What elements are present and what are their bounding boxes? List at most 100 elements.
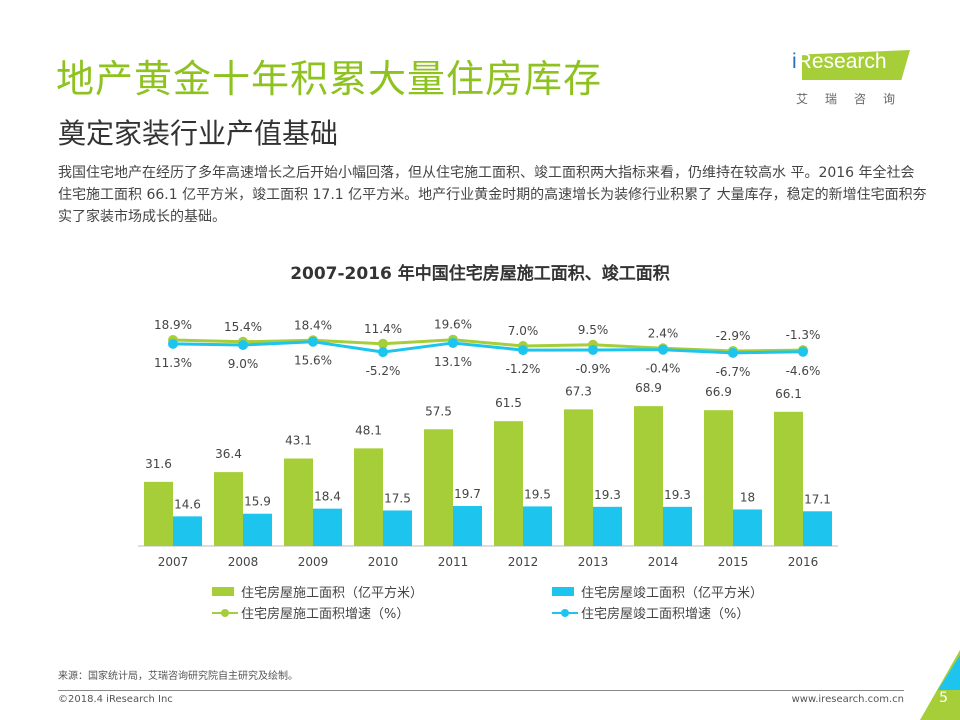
legend-swatch — [552, 587, 574, 596]
bar-value-label: 36.4 — [215, 447, 242, 461]
description: 我国住宅地产在经历了多年高速增长之后开始小幅回落，但从住宅施工面积、竣工面积两大… — [58, 165, 927, 225]
legend-swatch — [212, 587, 234, 596]
line-point — [378, 338, 388, 349]
legend-label: 住宅房屋施工面积（亿平方米） — [241, 585, 423, 601]
line-value-label: 18.4% — [294, 318, 332, 332]
x-tick-label: 2008 — [228, 555, 259, 569]
x-tick-label: 2016 — [788, 555, 819, 569]
bar-completion — [243, 513, 272, 546]
bar-value-label: 66.9 — [705, 385, 732, 399]
corner-decoration — [920, 650, 960, 720]
line-value-label: 7.0% — [508, 324, 539, 338]
line-value-label: 13.1% — [434, 355, 472, 369]
page-number: 5 — [939, 690, 948, 706]
line-value-label: -0.4% — [646, 362, 681, 376]
bar-completion — [383, 510, 412, 546]
line-value-label: 9.0% — [228, 357, 259, 371]
legend-label: 住宅房屋竣工面积（亿平方米） — [581, 585, 763, 601]
line-value-label: 9.5% — [578, 323, 609, 337]
x-tick-label: 2010 — [368, 555, 399, 569]
bar-completion — [523, 506, 552, 546]
line-point — [588, 344, 598, 355]
bar-value-label: 67.3 — [565, 384, 592, 398]
bar-value-label: 17.5 — [384, 491, 411, 505]
bar-completion — [593, 506, 622, 546]
source-note: 来源：国家统计局，艾瑞咨询研究院自主研究及绘制。 — [58, 671, 298, 682]
bar-construction — [214, 472, 243, 546]
bar-construction — [144, 481, 173, 546]
line-point — [448, 337, 458, 348]
bar-value-label: 17.1 — [804, 492, 831, 506]
bar-value-label: 19.3 — [594, 488, 621, 502]
bar-construction — [494, 421, 523, 546]
line-construction-growth — [172, 338, 804, 353]
legend-marker — [561, 609, 569, 617]
line-point — [798, 346, 808, 357]
line-value-label: -5.2% — [366, 364, 401, 378]
x-tick-label: 2013 — [578, 555, 609, 569]
iresearch-logo: iResearch 艾瑞咨询 — [792, 50, 913, 106]
bar-value-label: 19.3 — [664, 488, 691, 502]
chart: 2007-2016 年中国住宅房屋施工面积、竣工面积 2007 2008 2009 2… — [138, 263, 838, 622]
bar-value-label: 19.5 — [524, 487, 551, 501]
bar-construction — [564, 409, 593, 546]
line-value-label: -0.9% — [576, 362, 611, 376]
line-value-label: 2.4% — [648, 326, 679, 340]
bar-construction — [424, 429, 453, 546]
x-tick-label: 2012 — [508, 555, 539, 569]
bar-construction — [354, 448, 383, 546]
line-point — [168, 338, 178, 349]
bar-completion — [733, 509, 762, 546]
page-title: 地产黄金十年积累大量住房库存 — [56, 57, 603, 101]
bar-value-label: 19.7 — [454, 487, 481, 501]
bar-value-label: 31.6 — [145, 457, 172, 471]
line-value-label: 15.6% — [294, 354, 332, 368]
chart-title: 2007-2016 年中国住宅房屋施工面积、竣工面积 — [290, 263, 670, 284]
bar-value-label: 68.9 — [635, 381, 662, 395]
line-value-label: -1.3% — [786, 328, 821, 342]
bar-value-label: 14.6 — [174, 497, 201, 511]
line-completion-growth — [172, 340, 804, 355]
bar-value-label: 18.4 — [314, 490, 341, 504]
x-tick-label: 2015 — [718, 555, 749, 569]
legend-label: 住宅房屋竣工面积增速（%） — [581, 606, 749, 622]
bar-completion — [803, 511, 832, 546]
line-value-label: 15.4% — [224, 320, 262, 334]
line-point — [518, 345, 528, 356]
line-value-label: -4.6% — [786, 364, 821, 378]
bar-value-label: 57.5 — [425, 404, 452, 418]
line-point — [308, 336, 318, 347]
copyright: ©2018.4 iResearch Inc — [58, 694, 173, 705]
bar-completion — [453, 506, 482, 546]
x-tick-label: 2011 — [438, 555, 469, 569]
line-value-label: -2.9% — [716, 329, 751, 343]
page-subtitle: 奠定家装行业产值基础 — [58, 117, 339, 150]
website-link[interactable]: www.iresearch.com.cn — [791, 694, 904, 705]
x-tick-label: 2007 — [158, 555, 189, 569]
bar-value-label: 61.5 — [495, 396, 522, 410]
line-value-label: -6.7% — [716, 365, 751, 379]
line-point — [658, 344, 668, 355]
line-value-label: 19.6% — [434, 318, 472, 332]
bar-construction — [774, 411, 803, 546]
bar-value-label: 48.1 — [355, 423, 382, 437]
bar-value-label: 18 — [740, 490, 755, 504]
bar-construction — [704, 410, 733, 546]
line-value-label: 11.4% — [364, 322, 402, 336]
line-point — [728, 347, 738, 358]
legend-label: 住宅房屋施工面积增速（%） — [241, 606, 409, 622]
x-tick-label: 2009 — [298, 555, 329, 569]
bar-value-label: 43.1 — [285, 434, 312, 448]
footer-divider — [58, 690, 904, 691]
bar-value-label: 66.1 — [775, 387, 802, 401]
bar-construction — [284, 458, 313, 546]
bar-completion — [663, 506, 692, 546]
bar-value-label: 15.9 — [244, 495, 271, 509]
bar-completion — [313, 508, 342, 546]
x-tick-label: 2014 — [648, 555, 679, 569]
line-value-label: 18.9% — [154, 318, 192, 332]
line-value-label: -1.2% — [506, 362, 541, 376]
line-value-label: 11.3% — [154, 356, 192, 370]
legend-marker — [221, 609, 229, 617]
bar-construction — [634, 406, 663, 546]
